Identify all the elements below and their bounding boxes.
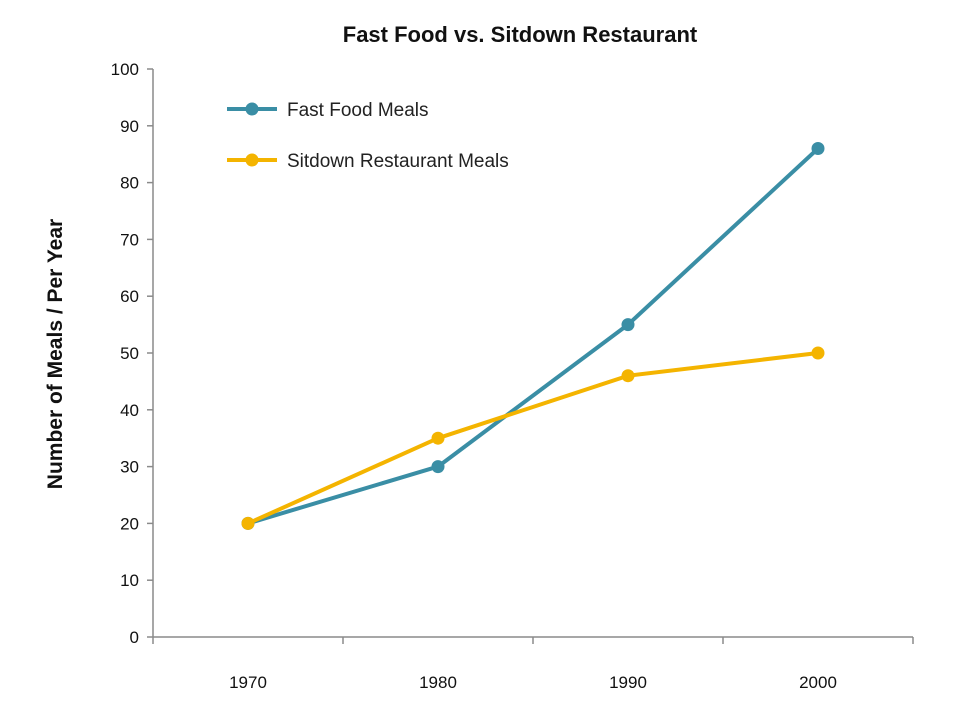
y-tick-label: 100: [111, 60, 139, 79]
series-line: [247, 351, 819, 526]
x-tick-label: 1970: [229, 673, 267, 692]
y-tick-label: 50: [120, 344, 139, 363]
series-sitdown-restaurant: [241, 346, 825, 530]
y-tick-label: 10: [120, 571, 139, 590]
series-line: [247, 147, 820, 526]
y-tick-label: 0: [130, 628, 139, 647]
y-tick-label: 70: [120, 230, 139, 249]
data-point: [621, 318, 635, 332]
y-tick-label: 90: [120, 117, 139, 136]
y-axis-title: Number of Meals / Per Year: [44, 219, 67, 489]
chart-title: Fast Food vs. Sitdown Restaurant: [343, 22, 698, 47]
series-fast-food: [241, 142, 825, 530]
axes: 0 10 20 30 40 50 60 70 80 90 100 1970 1980 1990 2000: [111, 60, 914, 692]
x-tick-label: 1990: [609, 673, 647, 692]
data-point: [241, 516, 255, 530]
y-tick-label: 20: [120, 514, 139, 533]
data-point: [431, 460, 445, 474]
legend-label: Sitdown Restaurant Meals: [287, 151, 509, 172]
y-tick-label: 30: [120, 458, 139, 477]
y-tick-label: 40: [120, 401, 139, 420]
legend-label: Fast Food Meals: [287, 100, 429, 121]
legend: Fast Food Meals Sitdown Restaurant Meals: [227, 100, 509, 172]
legend-entry: Fast Food Meals: [227, 100, 429, 121]
y-tick-label: 60: [120, 287, 139, 306]
series-layer: [241, 142, 825, 530]
data-point: [431, 431, 445, 445]
data-point: [811, 346, 825, 360]
y-tick-label: 80: [120, 174, 139, 193]
data-point: [811, 142, 825, 156]
legend-entry: Sitdown Restaurant Meals: [227, 151, 509, 172]
data-point: [621, 369, 635, 383]
x-tick-label: 1980: [419, 673, 457, 692]
legend-swatch-marker: [245, 102, 259, 116]
legend-swatch-marker: [245, 153, 259, 167]
x-tick-label: 2000: [799, 673, 837, 692]
